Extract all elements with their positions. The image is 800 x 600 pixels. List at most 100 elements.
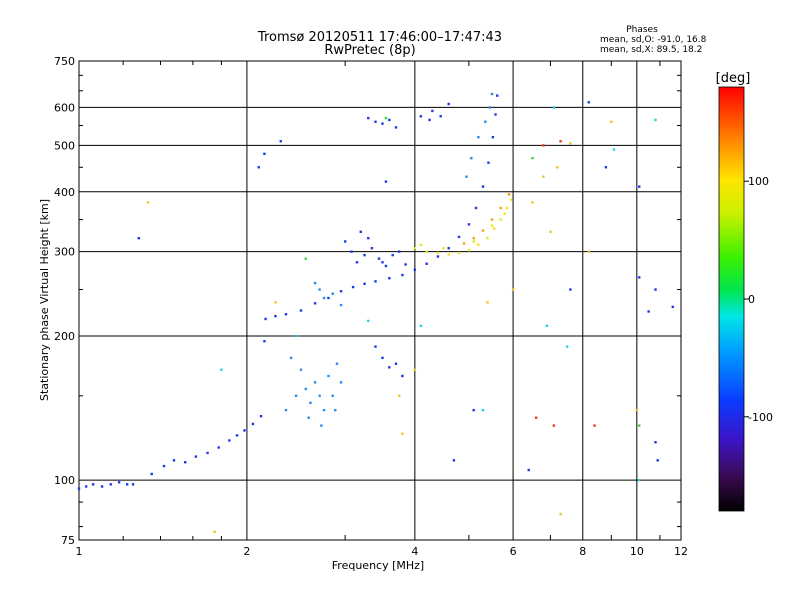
data-point [235,434,239,437]
data-point [511,288,515,291]
data-point [339,381,343,384]
data-point [257,166,260,169]
data-point [638,276,641,279]
x-tick-label: 1 [76,545,83,558]
data-point [481,185,485,188]
data-point [313,302,317,305]
data-point [654,288,657,291]
data-point [431,109,434,113]
data-point [162,464,166,468]
data-point [491,135,495,139]
data-point [381,261,384,264]
data-point [401,374,404,378]
data-point [569,288,572,291]
data-point [484,120,487,123]
data-point [494,113,497,116]
data-point [467,223,471,226]
y-tick-label: 300 [54,246,75,259]
colorbar-label: [deg] [716,71,751,86]
data-point [150,472,153,476]
data-point [462,242,466,245]
data-point [638,185,641,188]
data-point [542,175,545,178]
data-point [486,301,489,304]
data-point [335,362,339,365]
data-point [413,268,417,271]
data-point [251,422,255,426]
data-point [647,310,650,313]
data-point [309,401,312,405]
data-point [439,115,442,118]
data-point [472,236,475,240]
data-point [499,218,502,221]
data-point [259,414,263,418]
series-scatter-green [304,116,641,427]
data-point [565,345,569,348]
data-point [559,140,562,143]
data-point [552,106,556,109]
data-point [313,381,317,384]
data-point [183,461,187,464]
data-point [413,246,417,250]
data-point [638,478,641,482]
data-point [419,243,423,246]
data-point [474,206,478,210]
data-point [327,296,330,300]
series-scatter-red [534,140,596,427]
x-tick-label: 4 [411,545,418,558]
phases-o-line: mean, sd,O: -91.0, 16.8 [600,35,707,45]
data-point [351,285,355,289]
data-point [137,236,141,240]
data-point [587,250,590,253]
data-point [425,262,428,265]
data-point [534,416,538,419]
data-point [294,394,298,398]
data-point [117,481,121,484]
data-point [654,441,657,444]
data-point [263,340,266,343]
data-point [274,314,277,318]
data-point [388,277,391,280]
data-point [492,227,496,230]
data-point [318,394,321,398]
data-point [436,251,440,255]
data-point [425,250,428,253]
data-point [318,288,321,291]
data-point [490,218,494,221]
data-point [359,230,362,233]
y-tick-label: 75 [61,534,75,547]
data-point [374,280,377,283]
data-point [381,122,384,125]
data-point [593,424,596,427]
data-point [436,255,440,258]
series-o [77,94,499,490]
data-point [638,424,641,427]
colorbar-ticks: 100 0 -100 [744,175,773,424]
data-point [401,432,404,435]
data-point [612,148,616,151]
data-point [499,206,502,210]
data-point [322,296,326,300]
data-point [490,92,494,96]
x-tick-label: 12 [674,545,688,558]
data-point [228,439,231,442]
x-tick-label: 10 [630,545,644,558]
data-point [671,305,674,309]
data-point [496,94,499,97]
data-point [294,334,298,338]
data-point [279,140,282,143]
data-point [304,387,307,391]
data-point [131,483,135,486]
data-point [654,118,657,122]
data-point [419,324,423,328]
data-point [542,144,545,147]
data-point [299,309,303,312]
data-point [370,246,374,250]
data-point [263,152,266,156]
data-point [552,424,556,427]
data-point [367,319,370,323]
data-point [447,246,450,250]
chart-subtitle: RwPretec (8p) [324,43,415,58]
colorbar-tick-label: 100 [748,175,769,188]
data-point [487,161,490,164]
